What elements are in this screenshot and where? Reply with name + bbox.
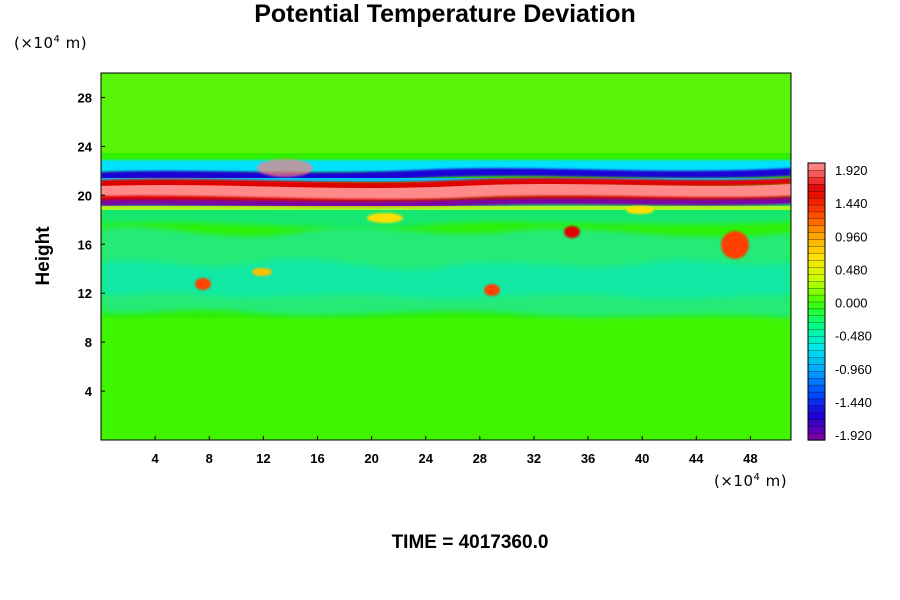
colorbar-swatch (807, 176, 826, 185)
x-tick-label: 16 (310, 451, 324, 466)
y-axis-ticks: 4 8 12 16 20 24 28 (78, 90, 105, 399)
colorbar-swatch (807, 225, 826, 233)
colorbar-frame (807, 162, 826, 441)
time-label: TIME = 4017360.0 (391, 532, 549, 553)
band-yellow-below (101, 206, 791, 210)
x-tick-label: 20 (364, 451, 378, 466)
x-tick-label: 32 (527, 451, 541, 466)
colorbar-swatch (807, 412, 826, 420)
colorbar-swatch (807, 329, 826, 337)
warm-anomaly-4 (564, 226, 580, 238)
x-tick-label: 4 (152, 451, 160, 466)
upper-field (101, 73, 791, 153)
colorbar-swatch (807, 308, 826, 316)
colorbar-swatch (807, 419, 826, 427)
wave-layer-teal (101, 258, 791, 299)
x-tick-label: 48 (743, 451, 757, 466)
x-axis-ticks: 4 8 12 16 20 24 28 32 36 40 44 48 (152, 436, 758, 466)
x-tick-label: 44 (689, 451, 704, 466)
y-tick-label: 12 (78, 286, 92, 301)
x-tick-label: 28 (473, 451, 487, 466)
colorbar-swatch (807, 301, 826, 310)
colorbar-swatch (807, 252, 826, 261)
colorbar-swatch (807, 273, 826, 282)
colorbar-swatch (807, 280, 826, 289)
y-tick-label: 8 (85, 335, 92, 350)
colorbar-swatch (807, 245, 826, 254)
colorbar-swatch (807, 363, 826, 372)
y-tick-label: 24 (78, 139, 93, 154)
colorbar-label: -1.440 (835, 395, 872, 410)
colorbar-swatch (807, 342, 826, 351)
warm-anomaly-3 (484, 284, 500, 296)
band-blue-top (101, 168, 791, 181)
colorbar: 1.920 1.440 0.960 0.480 0.000 -0.480 -0.960 -1.… (807, 162, 872, 443)
x-tick-label: 8 (206, 451, 213, 466)
band-purple-bottom (101, 198, 791, 208)
colorbar-swatch (807, 315, 826, 323)
ripple-patch (257, 159, 313, 177)
colorbar-label: 0.960 (835, 229, 868, 244)
warm-anomaly-7 (626, 206, 654, 214)
y-tick-label: 28 (78, 90, 92, 105)
colorbar-swatch (807, 377, 826, 386)
colorbar-label: -0.960 (835, 362, 872, 377)
colorbar-swatch (807, 287, 826, 296)
colorbar-swatch (807, 204, 826, 213)
colorbar-swatch (807, 266, 826, 275)
colorbar-swatch (807, 356, 826, 365)
x-axis-unit: (×104 m) (714, 472, 788, 490)
colorbar-swatch (807, 232, 826, 240)
x-tick-label: 36 (581, 451, 595, 466)
colorbar-swatch (807, 432, 826, 441)
colorbar-label: -0.480 (835, 329, 872, 344)
colorbar-swatch (807, 405, 826, 413)
colorbar-swatch (807, 425, 826, 434)
colorbar-swatch (807, 239, 826, 247)
warm-anomaly-1 (195, 278, 211, 290)
warm-anomaly-2 (252, 268, 272, 276)
colorbar-swatch (807, 349, 826, 358)
colorbar-swatch (807, 398, 826, 407)
colorbar-label: 1.920 (835, 163, 868, 178)
colorbar-swatch (807, 169, 826, 178)
warm-anomaly-6 (367, 213, 403, 223)
colorbar-label: -1.920 (835, 428, 872, 443)
lower-field (101, 318, 791, 440)
x-tick-label: 12 (256, 451, 270, 466)
colorbar-swatch (807, 384, 826, 393)
x-tick-label: 24 (418, 451, 433, 466)
colorbar-label: 1.440 (835, 196, 868, 211)
colorbar-swatch (807, 391, 826, 400)
y-tick-label: 20 (78, 188, 92, 203)
warm-anomaly-5 (721, 231, 749, 259)
band-pink-core (101, 184, 791, 200)
colorbar-label: 0.480 (835, 262, 868, 277)
chart-title: Potential Temperature Deviation (254, 0, 636, 28)
plot-frame (100, 72, 792, 441)
band-cyan-mid (101, 178, 791, 182)
colorbar-swatch (807, 259, 826, 268)
colorbar-label: 0.000 (835, 296, 868, 311)
colorbar-swatch (807, 294, 826, 303)
colorbar-swatch (807, 322, 826, 330)
colorbar-swatch (807, 183, 826, 192)
colorbar-swatch (807, 218, 826, 226)
colorbar-swatch (807, 197, 826, 206)
colorbar-swatch (807, 211, 826, 220)
y-axis-unit: (×104 m) (14, 34, 88, 52)
colorbar-swatch (807, 162, 826, 171)
y-tick-label: 4 (85, 384, 93, 399)
colorbar-swatch (807, 370, 826, 379)
colorbar-swatch (807, 190, 826, 199)
colorbar-swatch (807, 335, 826, 344)
x-tick-label: 40 (635, 451, 649, 466)
y-tick-label: 16 (78, 237, 92, 252)
